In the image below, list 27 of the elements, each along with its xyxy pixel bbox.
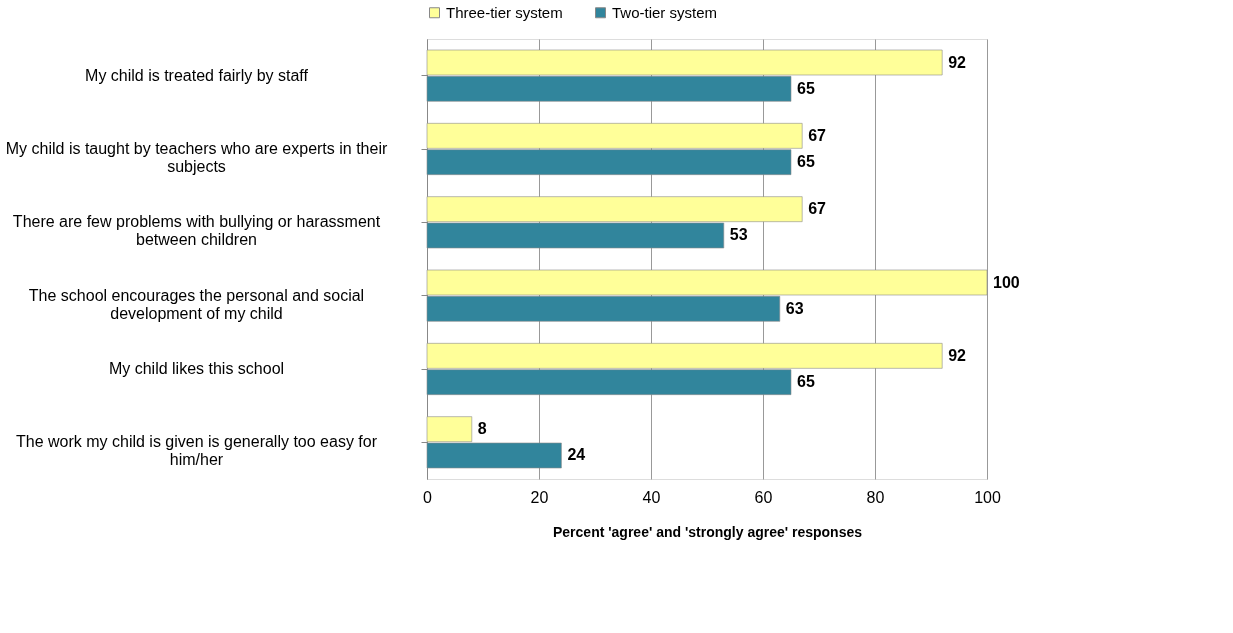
y-tick-label: My child is taught by teachers who are experts in their subjects	[5, 140, 388, 175]
data-label: 92	[948, 53, 967, 71]
y-tick-label: The work my child is given is generally too easy for him/her	[15, 433, 378, 469]
y-tick-label: My child likes this school	[108, 360, 285, 377]
x-tick-label: 80	[866, 488, 885, 506]
data-label: 92	[948, 346, 967, 364]
data-label: 63	[785, 299, 804, 317]
data-label: 100	[993, 273, 1020, 291]
x-tick-label: 40	[642, 488, 661, 506]
data-label: 24	[567, 446, 586, 464]
data-label: 67	[808, 126, 827, 144]
x-tick-label: 0	[423, 488, 433, 506]
data-label: 8	[477, 420, 487, 438]
data-label: 65	[797, 79, 815, 97]
x-tick-label: 100	[974, 488, 1001, 506]
y-tick-label: There are few problems with bullying or harassment between children	[12, 213, 381, 249]
y-tick-label: The school encourages the personal and social development of my child	[28, 286, 365, 322]
y-tick-label: My child is treated fairly by staff	[85, 66, 309, 84]
legend-label: Two-tier system	[612, 3, 718, 21]
data-label: 65	[797, 153, 815, 171]
x-axis-title: Percent 'agree' and 'strongly agree' responses	[553, 523, 863, 540]
data-label: 53	[729, 226, 748, 244]
data-label: 67	[808, 200, 827, 218]
x-tick-label: 20	[530, 488, 549, 506]
x-tick-label: 60	[754, 488, 773, 506]
data-label: 65	[797, 373, 815, 391]
legend-label: Three-tier system	[446, 3, 563, 21]
